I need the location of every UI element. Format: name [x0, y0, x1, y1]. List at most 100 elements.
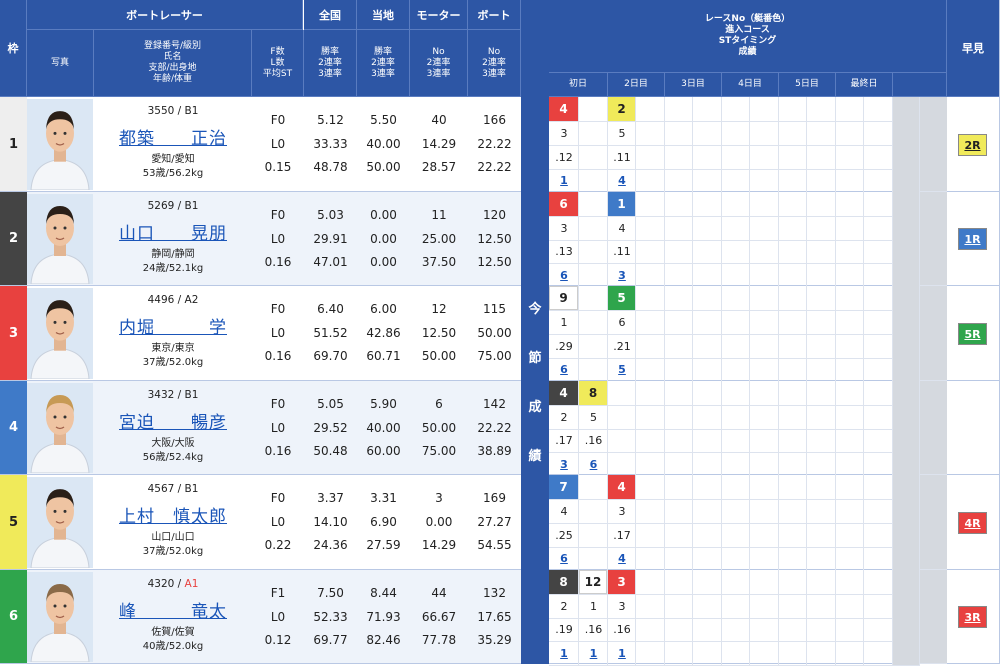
- race-grid-cell: [722, 334, 750, 359]
- racer-zenkoku-value: 29.91: [313, 232, 348, 246]
- racer-zenkoku-value: 14.10: [313, 515, 348, 529]
- racer-name-link[interactable]: 峰 竜太: [119, 602, 227, 622]
- race-grid-cell: [893, 499, 920, 524]
- race-grid-cell: [608, 97, 636, 122]
- race-grid-cell: [836, 121, 864, 146]
- race-course: 3: [618, 504, 626, 518]
- racer-id-class: 4496 / A2: [94, 294, 252, 308]
- race-grid-cell: [893, 617, 920, 642]
- early-race-badge[interactable]: 4R: [958, 512, 987, 534]
- race-result-link[interactable]: 6: [560, 551, 568, 565]
- race-grid-cell: [836, 286, 864, 311]
- race-grid-cell: [779, 641, 807, 666]
- race-number-badge: 7: [549, 475, 578, 499]
- racer-branch: 静岡/静岡: [151, 249, 195, 260]
- racer-motor-value: 40: [431, 113, 447, 127]
- racer-id: 4567 / B1: [147, 483, 199, 495]
- race-grid-cell: [893, 357, 920, 382]
- race-st: .19: [555, 622, 573, 636]
- early-race-badge[interactable]: 1R: [958, 228, 987, 250]
- racer-f-count: F0: [270, 397, 286, 411]
- racer-row: [27, 570, 521, 664]
- race-grid-cell: [636, 121, 665, 146]
- racer-zenkoku-value: 24.36: [313, 538, 348, 552]
- race-course: 5: [618, 126, 626, 140]
- race-result-link[interactable]: 1: [618, 646, 626, 660]
- racer-zenkoku-value: 52.33: [313, 610, 348, 624]
- racer-l-count: L0: [270, 515, 286, 529]
- race-grid-cell: [693, 617, 722, 642]
- racer-zenkoku-value: 5.03: [317, 208, 344, 222]
- race-result-link[interactable]: 6: [560, 362, 568, 376]
- race-grid-cell: [722, 216, 750, 241]
- racer-name-link[interactable]: 都築 正治: [119, 129, 227, 149]
- side-label-char: 績: [528, 448, 542, 464]
- race-grid-cell: [807, 121, 836, 146]
- race-result-link[interactable]: 3: [618, 268, 626, 282]
- race-grid-cell: [665, 192, 693, 217]
- early-race-badge[interactable]: 5R: [958, 323, 987, 345]
- race-grid-cell: [608, 192, 636, 217]
- race-st: .17: [555, 433, 573, 447]
- race-grid-cell: [807, 145, 836, 170]
- race-grid-cell: [864, 594, 893, 619]
- race-grid-cell: [608, 570, 636, 595]
- race-grid-cell: [779, 617, 807, 642]
- racer-motor-value: 14.29: [421, 538, 457, 552]
- early-race-badge[interactable]: 3R: [958, 606, 987, 628]
- racer-motor-value: 11: [431, 208, 447, 222]
- racer-photo-icon: [27, 383, 93, 473]
- race-grid-cell: [665, 381, 693, 406]
- race-grid-cell: [722, 523, 750, 548]
- race-result-link[interactable]: 4: [618, 173, 626, 187]
- race-grid-cell: [636, 192, 665, 217]
- race-grid-cell: [750, 216, 779, 241]
- race-result-link[interactable]: 1: [589, 646, 598, 660]
- race-result-link[interactable]: 6: [560, 268, 568, 282]
- race-grid-cell: [750, 145, 779, 170]
- race-result-link[interactable]: 6: [589, 457, 598, 471]
- header-boat-sub-line: 3連率: [482, 68, 506, 79]
- racer-name-link[interactable]: 内堀 学: [119, 318, 227, 338]
- race-result-link[interactable]: 1: [560, 646, 568, 660]
- racer-name-link[interactable]: 山口 晃朋: [119, 224, 227, 244]
- racer-boat-value: 17.65: [477, 610, 512, 624]
- racer-row: [27, 475, 521, 570]
- race-grid-cell: [636, 239, 665, 264]
- race-grid-cell: [636, 641, 665, 666]
- race-course: 4: [618, 221, 626, 235]
- racer-age-weight: 56歳/52.4kg: [142, 452, 204, 463]
- header-zenkoku-sub-line: 勝率: [320, 46, 339, 57]
- header-zenkoku-sub-line: 3連率: [318, 68, 342, 79]
- race-grid-cell: [807, 310, 836, 335]
- header-day: 2日目: [608, 73, 665, 97]
- race-grid-cell: [665, 310, 693, 335]
- race-grid-cell: [779, 428, 807, 453]
- racer-id-class: 4567 / B1: [94, 483, 252, 497]
- racer-photo: [27, 383, 93, 473]
- race-result-link[interactable]: 1: [560, 173, 568, 187]
- racer-age-weight: 24歳/52.1kg: [142, 263, 204, 274]
- race-result-link[interactable]: 3: [560, 457, 568, 471]
- race-course: 1: [560, 315, 568, 329]
- race-grid-cell: [549, 499, 579, 524]
- racer-photo: [27, 194, 93, 284]
- racer-avg-st: 0.22: [264, 538, 292, 552]
- racer-touchi-value: 40.00: [366, 137, 401, 151]
- race-number-badge: 4: [549, 97, 578, 121]
- race-grid-cell: [750, 310, 779, 335]
- race-course: 3: [560, 221, 568, 235]
- race-result-link[interactable]: 5: [618, 362, 626, 376]
- racer-name-link[interactable]: 上村 慎太郎: [119, 507, 227, 527]
- race-grid-cell: [807, 216, 836, 241]
- header-day-blank: [893, 73, 947, 97]
- race-grid-cell: [579, 239, 608, 264]
- race-course: 3: [618, 599, 626, 613]
- racer-boat-value: 169: [483, 491, 506, 505]
- race-grid-cell: [750, 617, 779, 642]
- race-result-link[interactable]: 4: [618, 551, 626, 565]
- race-grid-cell: [807, 97, 836, 122]
- race-grid-blank: [920, 381, 947, 475]
- early-race-badge[interactable]: 2R: [958, 134, 987, 156]
- racer-name-link[interactable]: 宮迫 暢彦: [119, 413, 227, 433]
